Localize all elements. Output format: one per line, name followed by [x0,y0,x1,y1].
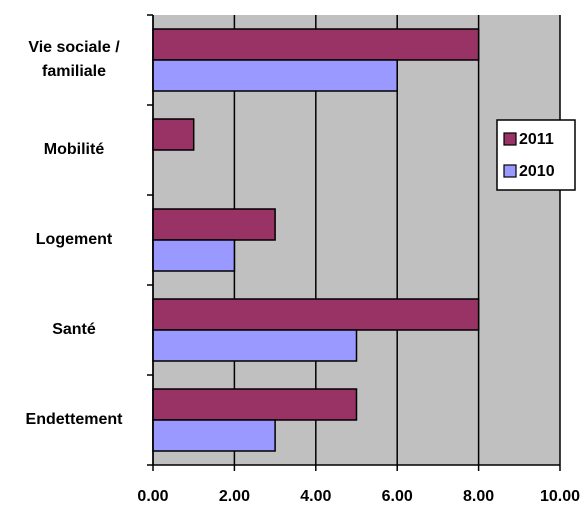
legend-label: 2010 [519,163,555,180]
bar [152,419,276,452]
bar [152,208,276,241]
legend-swatch [503,132,517,146]
category-label: Endettement [25,411,123,428]
x-tick-label: 4.00 [300,488,331,505]
category-label: Vie sociale / familiale [28,39,120,80]
x-tick-label: 0.00 [137,488,168,505]
x-tick-label: 2.00 [219,488,250,505]
category-label: Mobilité [43,141,105,158]
bar [152,118,195,151]
x-tick-label: 8.00 [463,488,494,505]
legend-swatch [503,164,517,178]
category-label: Santé [52,321,96,338]
bar [152,388,358,421]
legend-box [496,119,576,191]
bar [152,298,480,331]
bar [152,239,236,272]
bar [152,59,398,92]
legend-label: 2011 [519,131,554,148]
category-label: Logement [35,231,113,248]
x-tick-label: 6.00 [382,488,413,505]
bar [152,28,480,61]
x-tick-label: 10.00 [540,488,580,505]
bar [152,329,358,362]
